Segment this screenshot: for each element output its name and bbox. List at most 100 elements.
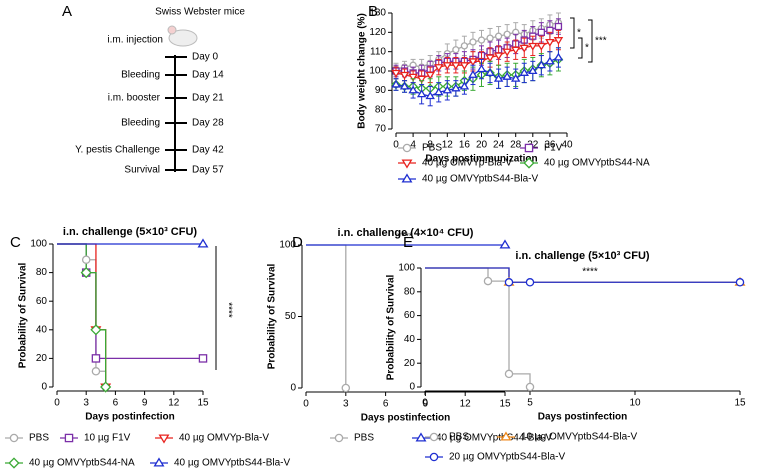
marker bbox=[434, 87, 444, 96]
marker bbox=[425, 91, 435, 100]
marker bbox=[416, 89, 427, 98]
marker bbox=[81, 255, 91, 264]
marker bbox=[100, 381, 112, 393]
marker bbox=[504, 369, 514, 379]
marker bbox=[502, 48, 512, 57]
x-tick-label: 10 bbox=[629, 398, 641, 409]
x-tick-label: 36 bbox=[544, 140, 556, 151]
x-tick-label: 12 bbox=[442, 140, 454, 151]
y-axis-label: Probability of Survival bbox=[267, 263, 278, 369]
marker bbox=[198, 354, 208, 363]
marker bbox=[158, 434, 170, 444]
significance-bracket bbox=[570, 17, 575, 49]
marker bbox=[415, 432, 427, 442]
marker bbox=[483, 276, 493, 286]
marker bbox=[493, 73, 504, 82]
legend-label: 40 µg OMVYptbS44-NA bbox=[544, 158, 650, 169]
y-tick-label: 80 bbox=[375, 104, 387, 115]
chart-title: i.n. challenge (5×10³ CFU) bbox=[515, 250, 650, 262]
marker bbox=[153, 457, 165, 467]
marker bbox=[553, 52, 564, 61]
y-tick-label: 110 bbox=[370, 46, 386, 57]
legend-label: 10 µg OMVYptbS44-Bla-V bbox=[521, 432, 638, 443]
significance: **** bbox=[582, 267, 598, 278]
header: Swiss Webster mice bbox=[155, 7, 245, 18]
x-tick-label: 24 bbox=[493, 140, 505, 151]
marker bbox=[399, 71, 410, 80]
y-tick-label: 60 bbox=[36, 296, 48, 307]
x-tick-label: 9 bbox=[423, 399, 429, 410]
x-tick-label: 16 bbox=[459, 140, 471, 151]
survival-step bbox=[306, 244, 347, 388]
x-tick-label: 15 bbox=[734, 398, 746, 409]
y-axis-label: Probability of Survival bbox=[386, 274, 397, 380]
legend-label: PBS bbox=[354, 433, 374, 444]
panel-letter: E bbox=[403, 234, 413, 251]
marker bbox=[486, 34, 494, 42]
marker bbox=[408, 73, 418, 82]
y-tick-label: 0 bbox=[409, 382, 415, 393]
panel-letter: D bbox=[292, 234, 303, 251]
x-tick-label: 0 bbox=[303, 399, 309, 410]
marker bbox=[523, 157, 535, 169]
legend-label: PBS bbox=[449, 432, 469, 443]
panel-letter: A bbox=[62, 3, 72, 20]
marker bbox=[8, 457, 20, 469]
marker bbox=[500, 431, 512, 441]
marker bbox=[502, 71, 512, 80]
marker bbox=[493, 52, 504, 61]
event-label: i.m. booster bbox=[108, 93, 161, 104]
x-axis-label: Days postimmunization bbox=[425, 154, 537, 165]
legend-label: 10 µg F1V bbox=[84, 433, 131, 444]
x-axis-label: Days postinfection bbox=[538, 412, 627, 423]
x-tick-label: 3 bbox=[343, 399, 349, 410]
marker bbox=[80, 267, 92, 279]
legend-label: 40 µg OMVYptbS44-NA bbox=[29, 458, 135, 469]
marker bbox=[452, 46, 460, 54]
chart-title: i.n. challenge (4×10⁴ CFU) bbox=[338, 227, 474, 239]
marker bbox=[510, 46, 521, 55]
marker bbox=[504, 278, 514, 287]
marker bbox=[91, 367, 101, 376]
y-tick-label: 60 bbox=[404, 310, 416, 321]
panel-letter: C bbox=[10, 234, 21, 251]
marker bbox=[334, 433, 344, 443]
significance: *** bbox=[595, 36, 607, 47]
survival-step bbox=[425, 267, 531, 387]
marker bbox=[477, 36, 486, 44]
marker bbox=[525, 278, 535, 287]
marker bbox=[434, 64, 444, 72]
marker bbox=[468, 58, 478, 67]
marker bbox=[429, 432, 439, 442]
marker bbox=[341, 383, 351, 393]
y-tick-label: 100 bbox=[398, 263, 415, 274]
marker bbox=[197, 238, 209, 248]
marker bbox=[554, 22, 563, 31]
marker bbox=[451, 62, 461, 71]
x-tick-label: 0 bbox=[422, 398, 428, 409]
event-day: Day 21 bbox=[192, 93, 224, 104]
marker bbox=[451, 83, 461, 92]
significance-bracket bbox=[588, 19, 593, 63]
y-tick-label: 50 bbox=[285, 311, 297, 322]
y-tick-label: 80 bbox=[404, 286, 416, 297]
marker bbox=[545, 38, 555, 47]
x-tick-label: 8 bbox=[427, 140, 433, 151]
x-tick-label: 6 bbox=[113, 398, 119, 409]
significance: * bbox=[585, 43, 589, 54]
significance: **** bbox=[222, 302, 233, 318]
marker bbox=[460, 42, 469, 50]
event-label: Survival bbox=[124, 165, 160, 176]
marker bbox=[429, 452, 439, 462]
y-tick-label: 40 bbox=[404, 334, 416, 345]
marker bbox=[91, 354, 101, 363]
event-day: Day 28 bbox=[192, 118, 224, 129]
survival-step bbox=[57, 243, 107, 387]
legend-label: 40 µg OMVYp-Bla-V bbox=[179, 433, 269, 444]
marker bbox=[537, 28, 545, 36]
x-tick-label: 5 bbox=[527, 398, 533, 409]
legend-label: 40 µg OMVYptbS44-Bla-V bbox=[436, 433, 553, 444]
x-tick-label: 4 bbox=[410, 140, 416, 151]
marker bbox=[401, 159, 413, 169]
